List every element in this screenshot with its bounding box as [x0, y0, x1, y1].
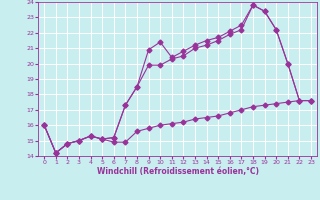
X-axis label: Windchill (Refroidissement éolien,°C): Windchill (Refroidissement éolien,°C) [97, 167, 259, 176]
